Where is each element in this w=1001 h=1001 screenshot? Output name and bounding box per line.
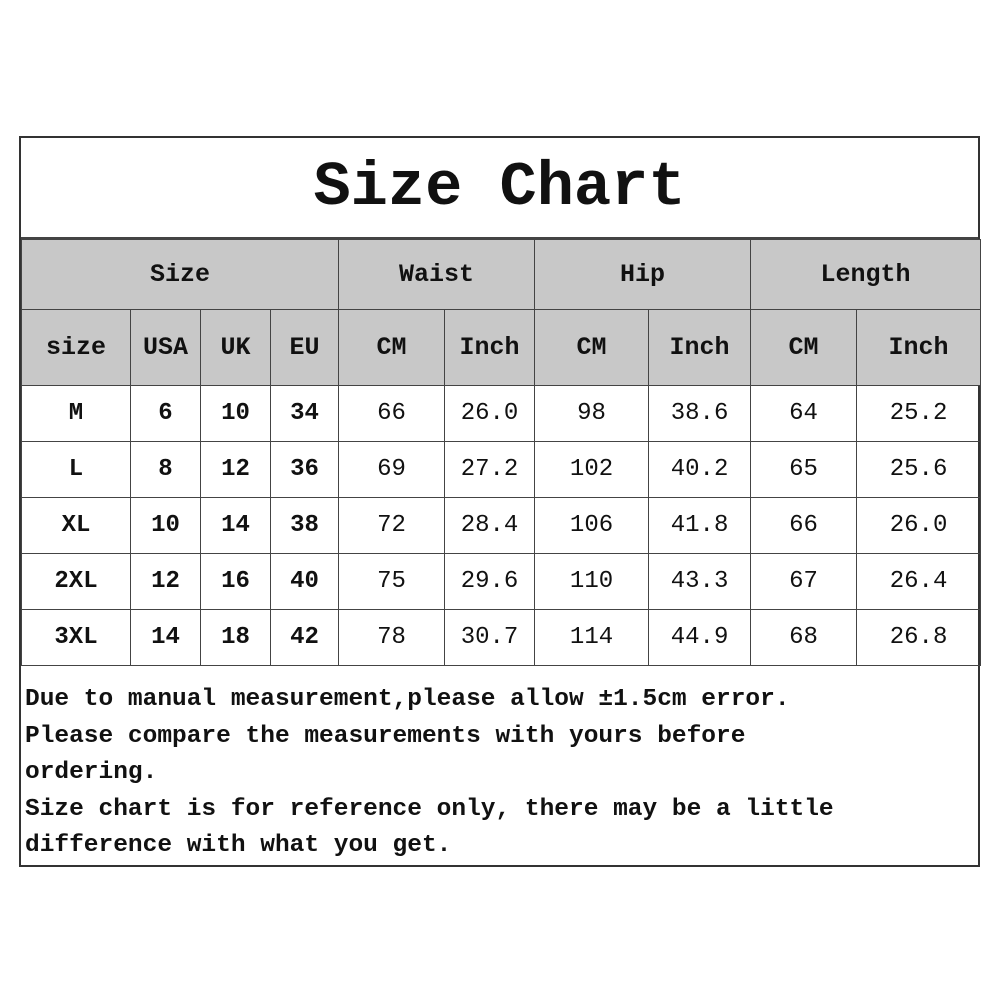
table-cell: 75	[338, 553, 446, 610]
table-cell: 102	[534, 441, 650, 498]
table-cell: 26.4	[856, 553, 982, 610]
table-cell: L	[21, 441, 131, 498]
sub-header-cell: Inch	[444, 309, 536, 386]
table-cell: 106	[534, 497, 650, 554]
table-cell: XL	[21, 497, 131, 554]
table-row: L 8 12 36 69 27.2 102 40.2 65 25.6	[21, 441, 982, 498]
sub-header-cell: Inch	[856, 309, 982, 386]
table-cell: 12	[130, 553, 201, 610]
table-cell: 110	[534, 553, 650, 610]
table-cell: 38	[269, 497, 340, 554]
table-cell: 30.7	[444, 609, 536, 666]
sub-header-cell: Inch	[648, 309, 752, 386]
sub-header-cell: CM	[750, 309, 858, 386]
table-cell: 42	[269, 609, 340, 666]
size-chart: Size Chart Size Waist Hip Length size USA…	[19, 136, 982, 867]
table-cell: 98	[534, 385, 650, 442]
notes: Due to manual measurement,please allow ±…	[25, 682, 834, 865]
sub-header-cell: CM	[534, 309, 650, 386]
note-line: ordering.	[25, 759, 158, 787]
table-cell: 41.8	[648, 497, 752, 554]
table-cell: 67	[750, 553, 858, 610]
table-cell: 12	[200, 441, 271, 498]
table-cell: 64	[750, 385, 858, 442]
table-cell: 2XL	[21, 553, 131, 610]
table-cell: 8	[130, 441, 201, 498]
group-header-hip: Hip	[534, 239, 752, 310]
sub-header-row: size USA UK EU CM Inch CM Inch CM Inch	[21, 309, 982, 386]
table-cell: 44.9	[648, 609, 752, 666]
sub-header-cell: USA	[130, 309, 201, 386]
size-table: Size Waist Hip Length size USA UK EU CM Inch C…	[20, 239, 982, 666]
table-cell: 65	[750, 441, 858, 498]
table-row: M 6 10 34 66 26.0 98 38.6 64 25.2	[21, 385, 982, 442]
chart-title: Size Chart	[21, 138, 978, 239]
table-cell: 40.2	[648, 441, 752, 498]
group-header-waist: Waist	[338, 239, 536, 310]
group-header-length: Length	[750, 239, 982, 310]
table-cell: 69	[338, 441, 446, 498]
table-cell: 28.4	[444, 497, 536, 554]
table-cell: 16	[200, 553, 271, 610]
table-cell: 18	[200, 609, 271, 666]
table-cell: 114	[534, 609, 650, 666]
group-header-size: Size	[20, 239, 340, 310]
note-line: Please compare the measurements with you…	[25, 722, 746, 750]
table-cell: 14	[200, 497, 271, 554]
table-cell: 6	[130, 385, 201, 442]
sub-header-cell: UK	[200, 309, 271, 386]
table-row: 2XL 12 16 40 75 29.6 110 43.3 67 26.4	[21, 553, 982, 610]
table-cell: 68	[750, 609, 858, 666]
table-cell: 66	[750, 497, 858, 554]
table-cell: 66	[338, 385, 446, 442]
table-cell: 25.2	[856, 385, 982, 442]
table-cell: 25.6	[856, 441, 982, 498]
table-cell: M	[21, 385, 131, 442]
table-cell: 34	[269, 385, 340, 442]
table-cell: 36	[269, 441, 340, 498]
sub-header-cell: EU	[269, 309, 340, 386]
table-cell: 72	[338, 497, 446, 554]
table-cell: 29.6	[444, 553, 536, 610]
note-line: Size chart is for reference only, there …	[25, 795, 834, 823]
table-cell: 26.8	[856, 609, 982, 666]
table-cell: 26.0	[856, 497, 982, 554]
table-cell: 40	[269, 553, 340, 610]
table-cell: 78	[338, 609, 446, 666]
table-cell: 3XL	[21, 609, 131, 666]
note-line: Due to manual measurement,please allow ±…	[25, 686, 790, 713]
table-row: XL 10 14 38 72 28.4 106 41.8 66 26.0	[21, 497, 982, 554]
table-cell: 43.3	[648, 553, 752, 610]
table-cell: 38.6	[648, 385, 752, 442]
sub-header-cell: size	[21, 309, 131, 386]
table-row: 3XL 14 18 42 78 30.7 114 44.9 68 26.8	[21, 609, 982, 666]
table-cell: 14	[130, 609, 201, 666]
sub-header-cell: CM	[338, 309, 446, 386]
table-cell: 10	[130, 497, 201, 554]
group-header-row: Size Waist Hip Length	[20, 239, 982, 310]
note-line: difference with what you get.	[25, 832, 452, 860]
table-cell: 26.0	[444, 385, 536, 442]
table-cell: 10	[200, 385, 271, 442]
table-cell: 27.2	[444, 441, 536, 498]
